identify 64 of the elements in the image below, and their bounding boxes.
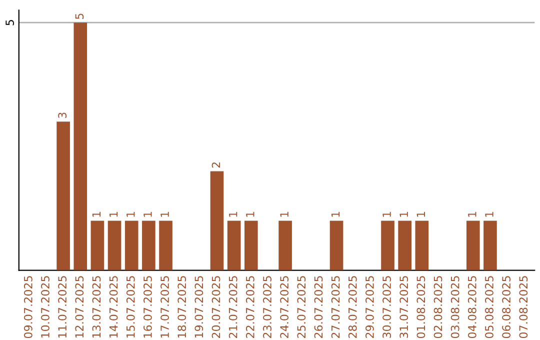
x-tick-label: 06.08.2025 [502, 276, 510, 338]
data-label: 1 [400, 212, 408, 217]
x-tick-label: 20.07.2025 [212, 276, 220, 338]
data-label: 1 [416, 212, 425, 217]
data-label: 1 [126, 212, 135, 217]
data-label: 1 [280, 212, 288, 217]
bar [381, 220, 394, 270]
data-label: 5 [75, 14, 84, 19]
bar [159, 220, 172, 270]
bar [210, 171, 224, 270]
x-tick-label: 29.07.2025 [365, 276, 374, 338]
bar [124, 220, 138, 270]
bar [142, 220, 156, 270]
x-tick-label: 24.07.2025 [280, 276, 289, 338]
bar [244, 220, 258, 270]
x-tick-label: 13.07.2025 [92, 276, 101, 338]
data-label: 1 [229, 212, 238, 217]
x-tick-label: 03.08.2025 [450, 276, 460, 338]
x-tick-label: 14.07.2025 [109, 276, 118, 338]
x-tick-label: 10.07.2025 [41, 276, 50, 338]
bar [484, 220, 497, 270]
data-label: 1 [485, 212, 494, 217]
bar [90, 220, 104, 270]
data-label: 3 [58, 112, 67, 118]
x-tick-label: 23.07.2025 [263, 276, 272, 338]
x-tick-label: 05.08.2025 [485, 276, 494, 338]
bar [108, 220, 122, 270]
bar [398, 220, 412, 270]
x-tick-label: 22.07.2025 [246, 276, 254, 338]
x-tick-label: 09.07.2025 [24, 276, 32, 338]
x-tick-label: 01.08.2025 [416, 276, 426, 338]
x-tick-label: 31.07.2025 [400, 276, 408, 338]
x-tick-label: 02.08.2025 [434, 276, 442, 338]
bar [227, 220, 241, 270]
x-tick-label: 30.07.2025 [382, 276, 391, 338]
data-label: 2 [212, 162, 220, 168]
data-label: 1 [246, 212, 254, 217]
data-label: 1 [109, 212, 118, 217]
bar [56, 122, 70, 270]
data-label: 1 [92, 212, 101, 217]
bar [466, 220, 480, 270]
data-label: 1 [144, 212, 152, 217]
data-label: 1 [468, 212, 476, 217]
x-tick-label: 07.08.2025 [519, 276, 528, 338]
x-tick-label: 21.07.2025 [228, 276, 238, 338]
bar [278, 220, 292, 270]
x-tick-label: 18.07.2025 [178, 276, 186, 338]
x-tick-label: 28.07.2025 [348, 276, 357, 338]
x-tick-label: 15.07.2025 [126, 276, 135, 338]
x-tick-label: 04.08.2025 [468, 276, 476, 338]
x-tick-label: 16.07.2025 [144, 276, 152, 338]
bar [330, 220, 344, 270]
x-tick-label: 19.07.2025 [194, 276, 204, 338]
data-label: 1 [160, 212, 169, 217]
x-tick-label: 12.07.2025 [75, 276, 84, 338]
x-tick-label: 26.07.2025 [314, 276, 323, 338]
x-tick-label: 25.07.2025 [297, 276, 306, 338]
data-label: 1 [331, 212, 340, 217]
x-tick-label: 17.07.2025 [160, 276, 169, 338]
bar [415, 220, 429, 270]
x-tick-label: 11.07.2025 [58, 276, 67, 338]
bar [74, 22, 88, 270]
x-tick-label: 27.07.2025 [331, 276, 340, 338]
data-label: 1 [382, 212, 391, 217]
